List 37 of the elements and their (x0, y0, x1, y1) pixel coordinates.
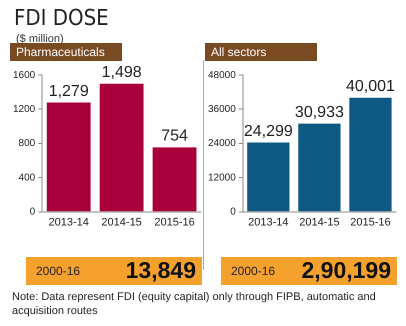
bar (298, 124, 341, 212)
text: 13,849 (126, 257, 196, 284)
y-tick-label: 36000 (208, 104, 236, 115)
bar (152, 147, 196, 212)
x-tick-label: 2013-14 (248, 216, 289, 228)
y-tick-label: 48000 (208, 70, 236, 81)
y-tick-label: 0 (30, 206, 36, 218)
data-label: 30,933 (294, 104, 344, 122)
text: FDI DOSE (14, 6, 109, 31)
chart-title: Pharmaceuticals (10, 43, 122, 61)
bar (349, 98, 392, 212)
data-label: 1,498 (102, 64, 142, 82)
data-label: 40,001 (346, 78, 396, 96)
x-tick-label: 2014-15 (299, 216, 340, 228)
y-tick-label: 0 (230, 206, 236, 218)
x-tick-label: 2015-16 (350, 216, 391, 228)
x-tick-label: 2013-14 (48, 216, 89, 228)
data-label: 1,279 (48, 82, 89, 100)
x-tick-label: 2015-16 (154, 216, 195, 228)
y-tick-label: 400 (18, 172, 36, 184)
y-tick-label: 800 (18, 138, 36, 150)
bar (247, 142, 290, 212)
text: 2,90,199 (301, 257, 391, 284)
text: 2000-16 (36, 264, 80, 278)
y-tick-label: 1600 (12, 70, 36, 81)
text: 2000-16 (231, 264, 276, 278)
chart-title: All sectors (205, 43, 317, 61)
bar (46, 102, 91, 212)
y-tick-label: 12000 (208, 172, 236, 184)
bar (100, 84, 144, 212)
text: Note: Data represent FDI (equity capital) only through FIPB, automatic and acquisition routes (12, 290, 377, 318)
y-tick-label: 1200 (12, 104, 36, 115)
data-label: 24,299 (244, 122, 293, 140)
y-axis-title: ($ million) (16, 33, 64, 45)
data-label: 754 (161, 128, 188, 145)
y-tick-label: 24000 (208, 138, 236, 150)
x-tick-label: 2014-15 (101, 216, 142, 228)
